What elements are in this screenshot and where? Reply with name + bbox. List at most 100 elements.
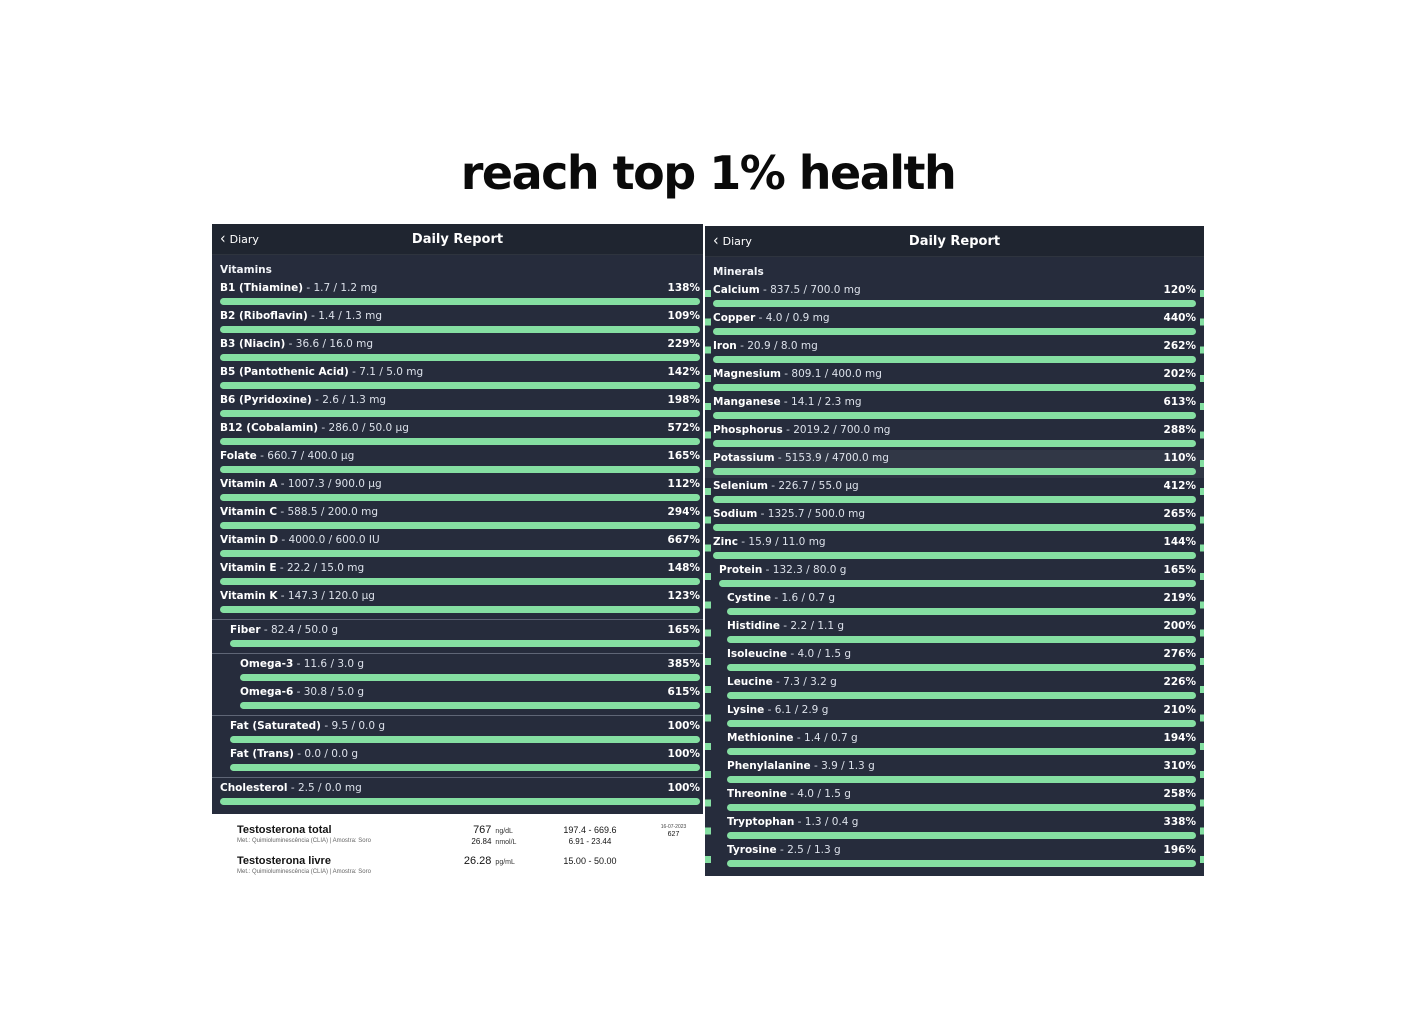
nutrient-row-threonine[interactable]: Threonine - 4.0 / 1.5 g 258% [705,786,1204,814]
progress-bar [713,328,1196,335]
nutrient-row-vitamin-c[interactable]: Vitamin C - 588.5 / 200.0 mg 294% [212,504,703,532]
nutrient-row-iron[interactable]: Iron - 20.9 / 8.0 mg 262% [705,338,1204,366]
nutrient-row-phosphorus[interactable]: Phosphorus - 2019.2 / 700.0 mg 288% [705,422,1204,450]
nutrient-name: Zinc [713,536,738,548]
nutrient-row-b3-niacin[interactable]: B3 (Niacin) - 36.6 / 16.0 mg 229% [212,336,703,364]
nutrient-name: Vitamin K [220,590,278,602]
nutrient-name: Protein [719,564,763,576]
nutrient-row-cholesterol[interactable]: Cholesterol - 2.5 / 0.0 mg 100% [212,780,703,808]
nutrient-value: - 22.2 / 15.0 mg [276,562,365,574]
nutrient-row-selenium[interactable]: Selenium - 226.7 / 55.0 µg 412% [705,478,1204,506]
nutrient-row-b1-thiamine[interactable]: B1 (Thiamine) - 1.7 / 1.2 mg 138% [212,280,703,308]
back-button[interactable]: ‹ Diary [713,232,752,248]
progress-bar [230,640,700,647]
nutrient-row-tyrosine[interactable]: Tyrosine - 2.5 / 1.3 g 196% [705,842,1204,870]
nutrient-value: - 1.4 / 0.7 g [793,732,858,744]
nutrient-row-fat-saturated[interactable]: Fat (Saturated) - 9.5 / 0.0 g 100% [212,718,703,746]
lab-test-name-wrap: Testosterona livre Met.: Quimioluminescê… [237,855,445,875]
nutrient-row-sodium[interactable]: Sodium - 1325.7 / 500.0 mg 265% [705,506,1204,534]
nutrient-row-fat-trans[interactable]: Fat (Trans) - 0.0 / 0.0 g 100% [212,746,703,774]
nutrient-percent: 123% [667,590,700,602]
nutrient-row-copper[interactable]: Copper - 4.0 / 0.9 mg 440% [705,310,1204,338]
progress-bar [230,764,700,771]
lab-test-name: Testosterona livre [237,855,331,867]
nutrient-percent: 667% [667,534,700,546]
nutrient-row-leucine[interactable]: Leucine - 7.3 / 3.2 g 226% [705,674,1204,702]
nutrient-name: Copper [713,312,756,324]
nutrient-row-potassium[interactable]: Potassium - 5153.9 / 4700.0 mg 110% [705,450,1204,478]
nutrient-name: B3 (Niacin) [220,338,286,350]
nutrient-row-vitamin-d[interactable]: Vitamin D - 4000.0 / 600.0 IU 667% [212,532,703,560]
progress-bar [220,438,700,445]
nutrient-row-vitamin-e[interactable]: Vitamin E - 22.2 / 15.0 mg 148% [212,560,703,588]
nutrient-row-phenylalanine[interactable]: Phenylalanine - 3.9 / 1.3 g 310% [705,758,1204,786]
lab-test-values: 767 ng/dL 26.84 nmol/L [445,824,535,846]
vitamins-panel: ‹ Diary Daily Report Vitamins B1 (Thiami… [212,224,703,814]
nutrient-percent: 112% [667,478,700,490]
nutrient-row-omega-3[interactable]: Omega-3 - 11.6 / 3.0 g 385% [212,656,703,684]
nutrient-row-b5-pantothenic-acid[interactable]: B5 (Pantothenic Acid) - 7.1 / 5.0 mg 142% [212,364,703,392]
nutrient-value: - 226.7 / 55.0 µg [767,480,859,492]
nutrient-value: - 1.4 / 1.3 mg [307,310,383,322]
nutrient-row-tryptophan[interactable]: Tryptophan - 1.3 / 0.4 g 338% [705,814,1204,842]
progress-bar [713,300,1196,307]
section-divider [212,777,703,778]
nutrient-row-omega-6[interactable]: Omega-6 - 30.8 / 5.0 g 615% [212,684,703,712]
lab-reference-range: 197.4 - 669.6 6.91 - 23.44 [536,824,644,846]
nutrient-name: Omega-3 [240,658,294,670]
nutrient-row-lysine[interactable]: Lysine - 6.1 / 2.9 g 210% [705,702,1204,730]
nutrient-name: Lysine [727,704,765,716]
progress-bar [727,776,1196,783]
lab-ref-main: 15.00 - 50.00 [563,856,617,866]
progress-bar [727,608,1196,615]
nutrient-row-zinc[interactable]: Zinc - 15.9 / 11.0 mg 144% [705,534,1204,562]
back-button-label: Diary [722,234,752,248]
progress-bar [220,326,700,333]
progress-bar [713,384,1196,391]
lab-row-testosterona-total: Testosterona total Met.: Quimioluminescê… [237,824,703,846]
nutrient-percent: 226% [1163,676,1196,688]
nutrient-row-methionine[interactable]: Methionine - 1.4 / 0.7 g 194% [705,730,1204,758]
nutrient-row-fiber[interactable]: Fiber - 82.4 / 50.0 g 165% [212,622,703,650]
nutrient-value: - 809.1 / 400.0 mg [780,368,882,380]
nutrient-value: - 660.7 / 400.0 µg [256,450,355,462]
lab-unit-main: pg/mL [495,859,515,866]
nutrient-percent: 310% [1163,760,1196,772]
nutrient-row-calcium[interactable]: Calcium - 837.5 / 700.0 mg 120% [705,282,1204,310]
nutrient-name: Cystine [727,592,772,604]
back-button[interactable]: ‹ Diary [220,230,259,246]
nutrient-value: - 286.0 / 50.0 µg [318,422,409,434]
nutrient-name: Vitamin D [220,534,279,546]
nutrient-name: Calcium [713,284,760,296]
nutrient-row-isoleucine[interactable]: Isoleucine - 4.0 / 1.5 g 276% [705,646,1204,674]
progress-bar [230,736,700,743]
nutrient-row-protein[interactable]: Protein - 132.3 / 80.0 g 165% [705,562,1204,590]
nutrient-name: Vitamin C [220,506,278,518]
nutrient-name: B6 (Pyridoxine) [220,394,312,406]
lab-reference-range: 15.00 - 50.00 [536,855,644,866]
nutrient-percent: 613% [1163,396,1196,408]
nutrient-name: B2 (Riboflavin) [220,310,308,322]
nutrient-name: Potassium [713,452,775,464]
nutrient-name: Phosphorus [713,424,783,436]
nutrient-row-cystine[interactable]: Cystine - 1.6 / 0.7 g 219% [705,590,1204,618]
nutrient-row-b6-pyridoxine[interactable]: B6 (Pyridoxine) - 2.6 / 1.3 mg 198% [212,392,703,420]
nutrient-name: B5 (Pantothenic Acid) [220,366,349,378]
section-divider [212,653,703,654]
lab-ref-alt: 6.91 - 23.44 [568,837,612,846]
nutrient-row-folate[interactable]: Folate - 660.7 / 400.0 µg 165% [212,448,703,476]
nutrient-row-vitamin-a[interactable]: Vitamin A - 1007.3 / 900.0 µg 112% [212,476,703,504]
nutrient-name: Isoleucine [727,648,787,660]
progress-bar [220,606,700,613]
nutrient-name: Cholesterol [220,782,288,794]
nutrient-row-magnesium[interactable]: Magnesium - 809.1 / 400.0 mg 202% [705,366,1204,394]
nutrient-value: - 15.9 / 11.0 mg [737,536,826,548]
nutrient-row-vitamin-k[interactable]: Vitamin K - 147.3 / 120.0 µg 123% [212,588,703,616]
nutrient-row-manganese[interactable]: Manganese - 14.1 / 2.3 mg 613% [705,394,1204,422]
nutrient-row-b12-cobalamin[interactable]: B12 (Cobalamin) - 286.0 / 50.0 µg 572% [212,420,703,448]
nutrient-name: Fat (Saturated) [230,720,321,732]
nutrient-row-histidine[interactable]: Histidine - 2.2 / 1.1 g 200% [705,618,1204,646]
nutrient-row-b2-riboflavin[interactable]: B2 (Riboflavin) - 1.4 / 1.3 mg 109% [212,308,703,336]
screenshot-panels: ‹ Diary Daily Report Vitamins B1 (Thiami… [212,224,1204,885]
nutrient-value: - 82.4 / 50.0 g [260,624,339,636]
